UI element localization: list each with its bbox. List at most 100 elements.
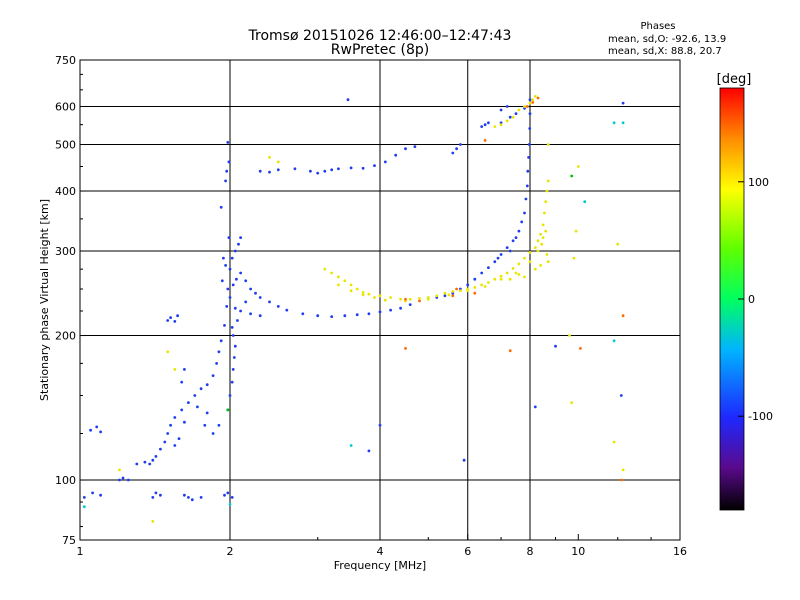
data-point — [148, 462, 152, 466]
data-point — [466, 283, 470, 287]
data-point — [539, 232, 542, 236]
data-point — [523, 256, 526, 260]
data-point — [462, 458, 466, 462]
data-points — [82, 94, 625, 523]
x-tick-label: 6 — [464, 545, 471, 558]
data-point — [205, 411, 209, 415]
data-point — [135, 462, 139, 466]
data-point — [173, 320, 177, 323]
data-point — [546, 179, 550, 183]
data-point — [203, 423, 207, 427]
y-tick-label: 500 — [55, 139, 76, 152]
data-point — [546, 260, 550, 264]
data-point — [154, 491, 158, 495]
data-point — [418, 297, 421, 300]
data-point — [533, 405, 537, 409]
data-point — [517, 273, 521, 276]
data-point — [309, 169, 312, 173]
data-point — [539, 264, 542, 267]
data-point — [523, 211, 526, 215]
data-point — [394, 153, 398, 157]
data-point — [349, 283, 353, 287]
data-point — [540, 242, 544, 246]
data-point — [118, 478, 121, 482]
y-tick-label: 400 — [55, 185, 76, 198]
data-point — [99, 493, 102, 497]
data-point — [545, 253, 549, 256]
data-point — [455, 287, 458, 291]
x-axis-label: Frequency [MHz] — [334, 559, 426, 572]
data-point — [367, 312, 371, 316]
data-point — [126, 478, 130, 482]
data-point — [499, 108, 503, 112]
data-point — [517, 262, 521, 266]
gridlines — [80, 60, 680, 540]
data-point — [228, 502, 232, 506]
data-point — [166, 350, 170, 354]
data-point — [254, 291, 257, 295]
data-point — [487, 281, 490, 284]
chart-subtitle: RwPretec (8p) — [331, 42, 429, 58]
data-point — [219, 339, 223, 343]
data-point — [527, 143, 531, 146]
data-point — [531, 101, 535, 104]
data-point — [528, 251, 532, 254]
data-point — [151, 458, 155, 462]
data-point — [355, 313, 359, 317]
data-point — [583, 200, 587, 204]
data-point — [231, 368, 235, 371]
data-point — [543, 211, 546, 215]
data-point — [337, 167, 340, 171]
data-point — [517, 229, 521, 233]
data-point — [544, 200, 548, 204]
data-point — [451, 290, 455, 293]
data-point — [511, 239, 515, 243]
data-point — [258, 314, 262, 318]
data-point — [205, 383, 209, 387]
data-point — [227, 236, 231, 240]
data-point — [230, 380, 234, 384]
colorbar-tick-label: 100 — [748, 176, 769, 189]
data-point — [223, 493, 226, 497]
data-point — [183, 420, 186, 424]
data-point — [330, 168, 334, 172]
data-point — [166, 319, 170, 322]
data-point — [574, 229, 578, 233]
y-tick-label: 100 — [55, 474, 76, 487]
data-point — [451, 294, 455, 298]
data-point — [228, 296, 232, 299]
y-tick-label: 750 — [55, 54, 76, 67]
data-point — [579, 347, 582, 350]
data-point — [330, 315, 334, 318]
data-point — [232, 356, 236, 359]
x-tick-label: 8 — [527, 545, 534, 558]
data-point — [225, 305, 229, 308]
data-point — [187, 401, 190, 404]
chart-title: Tromsø 20151026 12:46:00–12:47:43 — [248, 28, 512, 44]
data-point — [536, 96, 540, 100]
data-point — [514, 271, 518, 275]
data-point — [408, 303, 412, 306]
data-point — [316, 171, 320, 175]
data-point — [505, 119, 509, 123]
data-point — [82, 505, 86, 509]
data-point — [361, 291, 365, 294]
data-point — [544, 229, 548, 233]
data-point — [443, 291, 447, 295]
data-point — [199, 496, 203, 499]
data-point — [183, 368, 186, 371]
data-point — [505, 246, 509, 250]
data-point — [480, 271, 484, 275]
data-point — [169, 423, 173, 427]
data-point — [239, 236, 243, 240]
y-tick-label: 200 — [55, 330, 76, 343]
axis-ticks: 1 2 4 6 8 10 16 75 100 200 300 400 500 600 750 — [55, 54, 687, 558]
data-point — [621, 101, 625, 105]
data-point — [533, 94, 537, 98]
data-point — [466, 289, 470, 293]
data-point — [95, 425, 99, 429]
data-point — [239, 271, 243, 275]
data-point — [523, 105, 526, 108]
data-point — [554, 344, 557, 348]
data-point — [99, 430, 102, 434]
